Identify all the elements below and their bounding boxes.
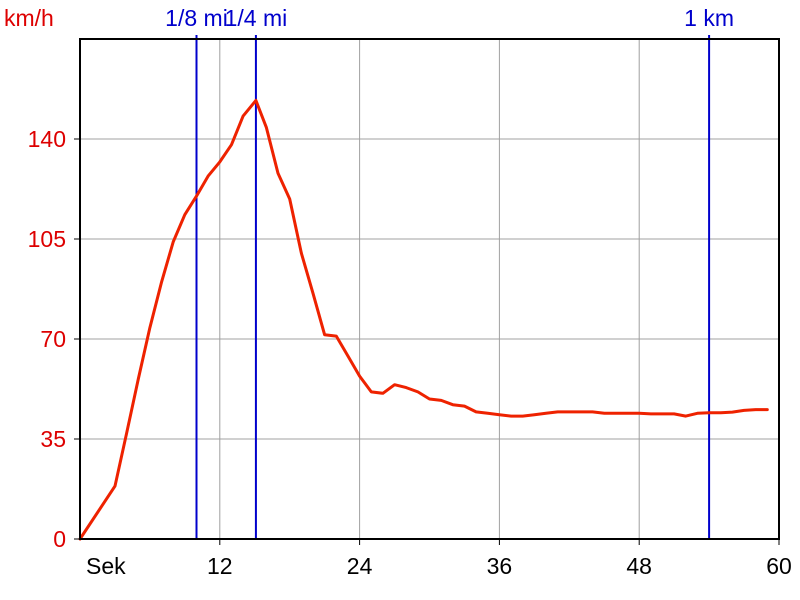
distance-markers xyxy=(195,35,711,539)
x-tick-label: 24 xyxy=(347,553,373,579)
x-tick-label: 36 xyxy=(487,553,513,579)
speed-series-line xyxy=(78,98,769,541)
distance-marker-label: 1/8 mi xyxy=(165,5,228,31)
x-axis-unit-label: Sek xyxy=(86,553,126,579)
y-tick-label: 140 xyxy=(28,126,66,152)
y-tick-label: 35 xyxy=(40,426,66,452)
plot-frame xyxy=(79,38,780,540)
x-tick-label: 60 xyxy=(766,553,792,579)
x-tick-label: 12 xyxy=(207,553,233,579)
marker-labels: 1/8 mi1/4 mi 1 km xyxy=(165,5,734,31)
distance-marker-label: 1 km xyxy=(684,5,734,31)
y-tick-label: 0 xyxy=(53,526,66,552)
distance-marker-label: 1/4 mi xyxy=(225,5,288,31)
y-tick-labels: 0 35 70 105 140 xyxy=(28,126,80,552)
y-tick-label: 105 xyxy=(28,226,66,252)
x-tick-label: 48 xyxy=(626,553,652,579)
y-axis-unit-label: km/h xyxy=(4,5,54,31)
grid xyxy=(80,39,779,539)
y-tick-label: 70 xyxy=(40,326,66,352)
x-tick-labels: 12 24 36 48 60 xyxy=(207,539,792,579)
series-layer xyxy=(78,98,769,541)
